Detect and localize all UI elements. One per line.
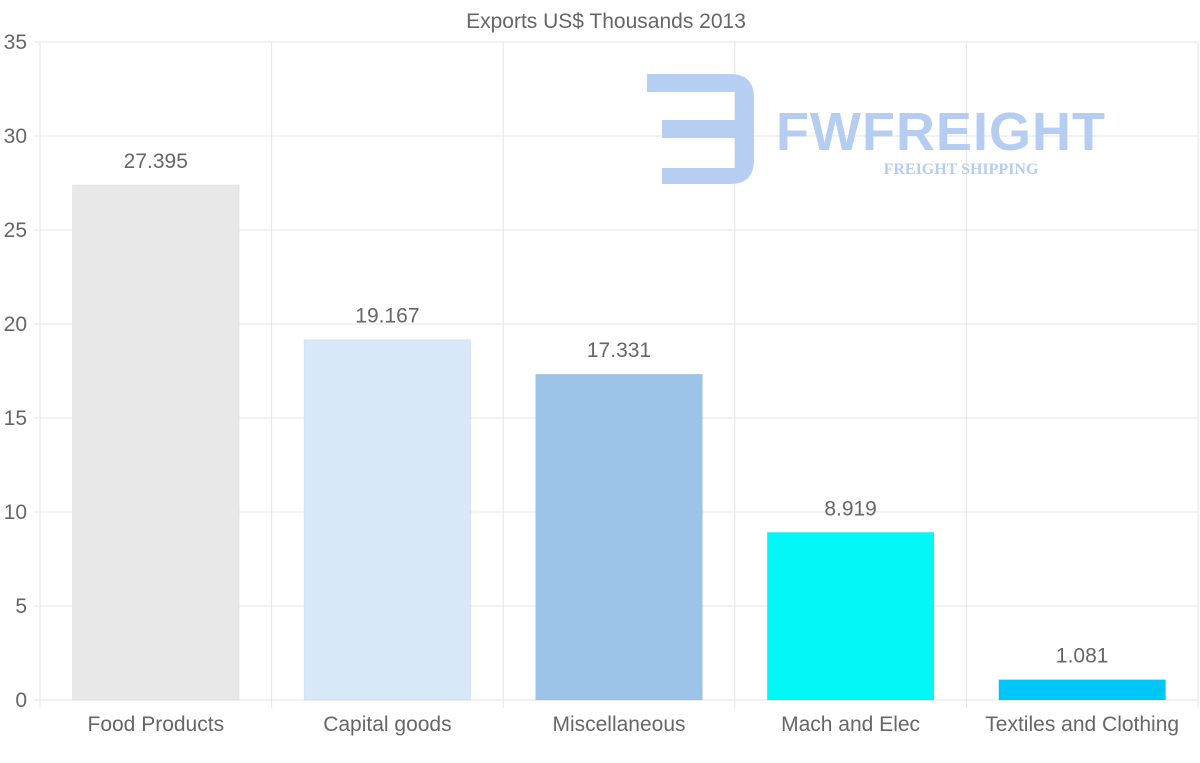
data-label: 17.331: [587, 339, 651, 362]
bar: [303, 339, 472, 701]
y-tick-label: 35: [4, 31, 27, 54]
bar: [766, 531, 935, 701]
y-tick-label: 10: [4, 501, 27, 524]
x-tick-label: Textiles and Clothing: [985, 713, 1179, 736]
y-tick-label: 15: [4, 407, 27, 430]
data-label: 1.081: [1056, 645, 1109, 668]
bar: [71, 184, 240, 701]
bars: [71, 184, 1167, 701]
y-tick-label: 5: [15, 595, 27, 618]
y-tick-label: 0: [15, 689, 27, 712]
chart-title: Exports US$ Thousands 2013: [466, 10, 746, 33]
data-label: 27.395: [124, 150, 188, 173]
y-tick-label: 20: [4, 313, 27, 336]
watermark-tagline: FREIGHT SHIPPING: [884, 161, 1039, 178]
x-tick-label: Mach and Elec: [781, 713, 920, 736]
bar: [535, 373, 703, 701]
watermark-brand: FWFREIGHT: [776, 102, 1106, 162]
labels: 0 5 10 15 20 25 30 35 27.395 Food Products 19.167 C…: [4, 31, 1179, 736]
x-tick-label: Capital goods: [323, 713, 451, 736]
bar: [998, 679, 1167, 701]
y-tick-label: 25: [4, 219, 27, 242]
y-tick-label: 30: [4, 125, 27, 148]
fwfreight-watermark: FWFREIGHT FREIGHT SHIPPING: [647, 74, 1106, 184]
x-tick-label: Miscellaneous: [552, 713, 685, 736]
fwfreight-logo-icon: [647, 74, 754, 184]
data-label: 8.919: [824, 497, 877, 520]
x-tick-label: Food Products: [88, 713, 225, 736]
data-label: 19.167: [355, 305, 419, 328]
